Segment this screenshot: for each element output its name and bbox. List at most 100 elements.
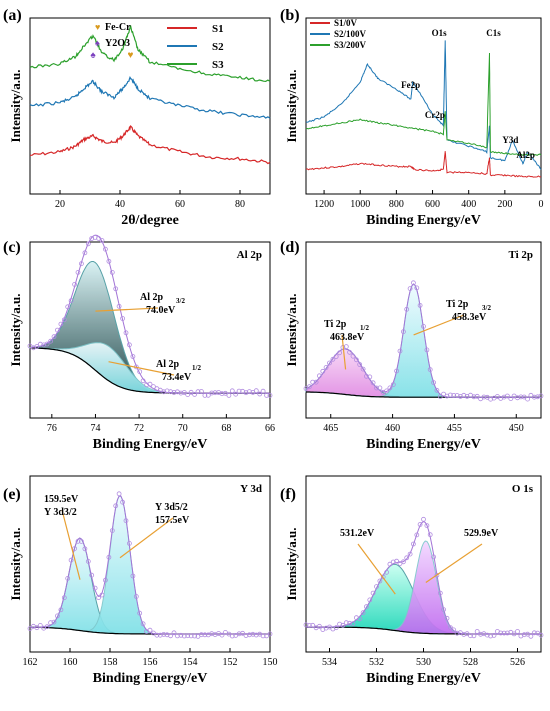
data-point xyxy=(72,546,77,551)
data-point xyxy=(126,342,132,348)
data-point xyxy=(535,394,540,400)
y-axis-label: Intensity/a.u. xyxy=(8,70,23,143)
data-point xyxy=(407,551,413,557)
data-point xyxy=(188,633,194,639)
data-point xyxy=(185,392,191,398)
data-point xyxy=(414,532,420,538)
data-point xyxy=(260,388,266,394)
data-point xyxy=(150,630,156,636)
data-point xyxy=(185,633,191,639)
data-point xyxy=(168,633,174,639)
data-point xyxy=(240,630,246,636)
panel-label: (a) xyxy=(3,7,22,24)
x-tick-label: 528 xyxy=(463,657,478,668)
data-point xyxy=(471,394,477,400)
data-point xyxy=(65,576,71,581)
data-point xyxy=(313,379,319,385)
data-point xyxy=(178,390,184,396)
data-point xyxy=(417,522,423,527)
data-point xyxy=(130,354,136,359)
data-point xyxy=(394,558,400,564)
peak-label: Al 2p xyxy=(140,292,164,303)
series-line-S3 xyxy=(29,25,271,83)
data-point xyxy=(370,590,376,596)
data-point xyxy=(48,620,53,626)
data-point xyxy=(137,369,143,375)
data-point xyxy=(316,373,322,379)
data-point xyxy=(306,623,312,628)
data-point xyxy=(61,595,67,601)
data-point xyxy=(363,604,369,610)
x-tick-label: 455 xyxy=(447,423,462,434)
plot-frame xyxy=(29,17,271,195)
data-point xyxy=(79,539,84,544)
data-point xyxy=(390,559,396,565)
data-point xyxy=(229,388,235,394)
legend-label-y2o3: Y2O3 xyxy=(105,38,130,49)
data-point xyxy=(424,347,430,353)
data-point xyxy=(498,630,504,636)
series-line-S1 xyxy=(29,125,271,165)
data-point xyxy=(414,285,420,291)
data-point xyxy=(250,631,256,637)
data-point xyxy=(501,630,507,636)
x-axis-label: 2θ/degree xyxy=(121,213,179,228)
data-point xyxy=(161,632,167,637)
panel-3: 465 460 455 450 Binding Energy/eV Intensity/a… xyxy=(280,239,544,452)
peak-fill xyxy=(30,342,270,394)
peak-label: 159.5eV xyxy=(44,494,79,505)
x-tick-label: 158 xyxy=(103,657,118,668)
data-point xyxy=(444,615,450,621)
data-point xyxy=(257,391,263,397)
data-point xyxy=(178,632,184,638)
data-point xyxy=(44,624,50,630)
x-tick-label: 40 xyxy=(115,199,125,210)
data-point xyxy=(437,590,443,596)
data-point xyxy=(404,306,410,312)
x-axis-label: Binding Energy/eV xyxy=(366,671,481,686)
data-point xyxy=(538,393,544,399)
data-point xyxy=(360,610,366,616)
panel-label: (f) xyxy=(280,486,296,503)
data-point xyxy=(106,258,112,264)
legend-label: S3 xyxy=(212,59,224,71)
data-point xyxy=(521,632,527,638)
data-point xyxy=(171,630,177,636)
peak-fill xyxy=(29,261,270,394)
series-line-S2 xyxy=(29,76,271,119)
data-point xyxy=(421,516,426,522)
panel-label: (d) xyxy=(280,239,300,256)
data-point xyxy=(310,379,316,385)
plot-frame xyxy=(305,241,542,419)
data-point xyxy=(481,394,487,400)
data-point xyxy=(394,368,400,374)
data-point xyxy=(267,392,273,398)
data-point xyxy=(367,597,373,603)
x-tick-label: 460 xyxy=(385,423,400,434)
data-point xyxy=(116,491,122,497)
data-point xyxy=(195,389,201,395)
data-point xyxy=(264,633,270,639)
data-point xyxy=(407,286,413,292)
data-point xyxy=(387,561,393,567)
data-point xyxy=(353,357,359,363)
data-point xyxy=(424,523,430,528)
series-line-S3/200V xyxy=(305,52,542,157)
data-point xyxy=(400,329,406,335)
data-point xyxy=(68,298,74,304)
data-point xyxy=(51,619,57,625)
data-point xyxy=(109,269,115,275)
data-point xyxy=(75,538,81,544)
data-point xyxy=(120,499,125,505)
x-tick-label: 162 xyxy=(23,657,38,668)
data-point xyxy=(350,621,356,626)
legend-marker-fecr: ♥ xyxy=(95,22,100,32)
data-point xyxy=(377,385,383,391)
data-point xyxy=(68,557,74,563)
data-point xyxy=(437,394,443,399)
data-point xyxy=(454,630,460,636)
x-tick-label: 156 xyxy=(143,657,158,668)
data-point xyxy=(61,317,67,323)
x-tick-label: 72 xyxy=(134,423,144,434)
data-point xyxy=(103,246,108,252)
